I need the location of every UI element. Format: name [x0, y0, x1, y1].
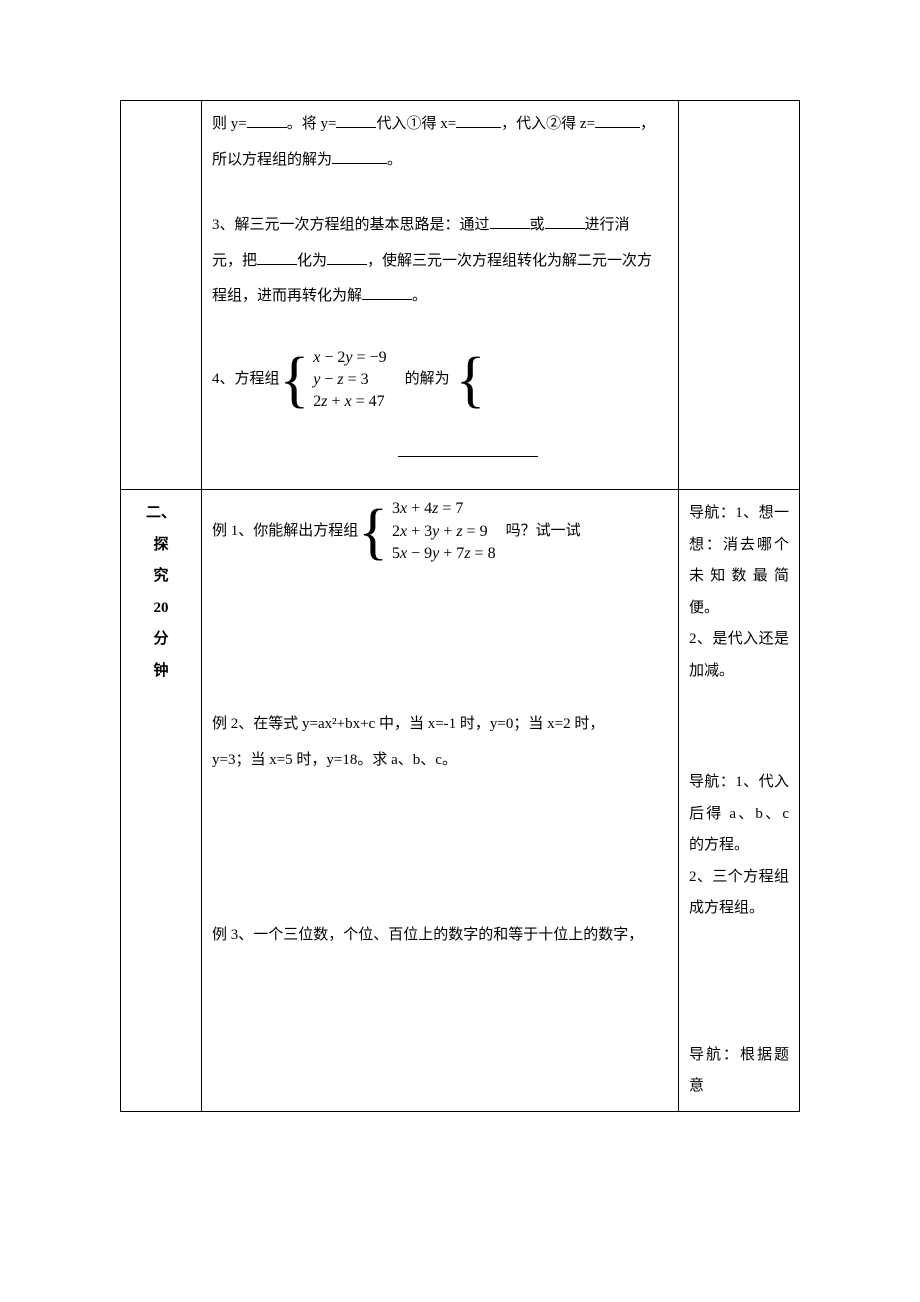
text: 的解为	[405, 364, 450, 396]
equation: y − z = 3	[313, 369, 386, 391]
spacer	[212, 317, 668, 347]
spacer	[212, 569, 668, 709]
solution-brace: {	[456, 347, 498, 414]
text: ，	[640, 116, 655, 132]
text: 4、方程组	[212, 364, 280, 396]
paragraph-q3: 3、解三元一次方程组的基本思路是：通过 或 进行消	[212, 210, 668, 242]
blank	[456, 112, 501, 128]
guide-cell-1	[679, 101, 800, 490]
example-2-line1: 例 2、在等式 y=ax²+bx+c 中，当 x=-1 时，y=0；当 x=2 …	[212, 709, 668, 741]
blank	[247, 112, 287, 128]
guide-2: 导航：1、代入后得 a、b、c 的方程。	[689, 767, 789, 862]
equation: 3x + 4z = 7	[392, 498, 496, 520]
text: 程组，进而再转化为解	[212, 288, 362, 304]
example-3-line1: 例 3、一个三位数，个位、百位上的数字的和等于十位上的数字，	[212, 920, 668, 952]
label-line: 二、	[131, 498, 191, 530]
paragraph-then: 则 y= 。将 y= 代入①得 x= ，代入②得 z= ，	[212, 109, 668, 141]
page: 则 y=。将 y=代入①得 x=，代入②得 z=， 所以方程组的解为。 3、解三…	[0, 0, 920, 1302]
text: 代入①得 x=	[376, 116, 456, 132]
equation-system-1: { x − 2y = −9 y − z = 3 2z + x = 47	[280, 347, 391, 414]
answer-underline	[212, 438, 668, 470]
blank	[398, 441, 538, 457]
label-line: 分	[131, 624, 191, 656]
equation: 2z + x = 47	[313, 391, 386, 413]
text: ，代入②得 z=	[501, 116, 595, 132]
text: 3、解三元一次方程组的基本思路是：通过	[212, 217, 490, 233]
label-line: 究	[131, 561, 191, 593]
text: 所以方程组的解为	[212, 152, 332, 168]
table-row: 二、 探 究 20 分 钟 例 1、你能解出方程组 { 3x + 4z = 7 …	[121, 490, 800, 1112]
blank	[545, 213, 585, 229]
left-brace-icon: {	[358, 501, 388, 563]
blank	[257, 249, 297, 265]
spacer	[689, 925, 789, 1040]
content-cell-1: 则 y=。将 y=代入①得 x=，代入②得 z=， 所以方程组的解为。 3、解三…	[202, 101, 679, 490]
blank	[595, 112, 640, 128]
guide-3: 导航：根据题意	[689, 1040, 789, 1103]
label-line: 探	[131, 530, 191, 562]
spacer	[212, 469, 668, 481]
paragraph-q4: 4、方程组 { x − 2y = −9 y − z = 3 2z + x = 4…	[212, 347, 668, 414]
blank	[332, 148, 387, 164]
label-line: 钟	[131, 656, 191, 688]
equation-lines: x − 2y = −9 y − z = 3 2z + x = 47	[309, 347, 390, 414]
guide-2b: 2、三个方程组成方程组。	[689, 862, 789, 925]
content-cell-2: 例 1、你能解出方程组 { 3x + 4z = 7 2x + 3y + z = …	[202, 490, 679, 1112]
paragraph-q3b: 元，把 化为 ，使解三元一次方程组转化为解二元一次方	[212, 246, 668, 278]
text: ，使解三元一次方程组转化为解二元一次方	[367, 253, 652, 269]
document-table: 则 y=。将 y=代入①得 x=，代入②得 z=， 所以方程组的解为。 3、解三…	[120, 100, 800, 1112]
equation-lines: 3x + 4z = 7 2x + 3y + z = 9 5x − 9y + 7z…	[388, 498, 500, 565]
equation: 2x + 3y + z = 9	[392, 521, 496, 543]
equation: x − 2y = −9	[313, 347, 386, 369]
blank	[490, 213, 530, 229]
guide-1: 导航：1、想一想：消去哪个未知数最简便。	[689, 498, 789, 624]
spacer	[212, 418, 668, 438]
left-brace-icon: {	[456, 349, 486, 411]
guide-1b: 2、是代入还是加减。	[689, 624, 789, 687]
blank	[336, 112, 376, 128]
guide-cell-2: 导航：1、想一想：消去哪个未知数最简便。 2、是代入还是加减。 导航：1、代入后…	[679, 490, 800, 1112]
section-label-cell-2: 二、 探 究 20 分 钟	[121, 490, 202, 1112]
section-label-cell-1	[121, 101, 202, 490]
table-row: 则 y=。将 y=代入①得 x=，代入②得 z=， 所以方程组的解为。 3、解三…	[121, 101, 800, 490]
text: 。	[412, 288, 427, 304]
spacer	[212, 180, 668, 210]
text: 进行消	[585, 217, 630, 233]
left-brace-icon: {	[280, 349, 310, 411]
text: 或	[530, 217, 545, 233]
equation-system-2: { 3x + 4z = 7 2x + 3y + z = 9 5x − 9y + …	[358, 498, 499, 565]
text: 吗？试一试	[506, 521, 581, 542]
blank	[362, 284, 412, 300]
spacer	[689, 687, 789, 767]
label-line: 20	[131, 593, 191, 625]
paragraph-q3c: 程组，进而再转化为解 。	[212, 281, 668, 313]
text: 元，把	[212, 253, 257, 269]
spacer	[212, 780, 668, 920]
text: 。将 y=	[287, 116, 337, 132]
equation-lines	[485, 347, 497, 414]
paragraph-so: 所以方程组的解为 。	[212, 145, 668, 177]
blank	[327, 249, 367, 265]
equation: 5x − 9y + 7z = 8	[392, 543, 496, 565]
example-1: 例 1、你能解出方程组 { 3x + 4z = 7 2x + 3y + z = …	[212, 498, 668, 565]
text: 。	[387, 152, 402, 168]
text: 例 1、你能解出方程组	[212, 521, 358, 542]
text: 化为	[297, 253, 327, 269]
example-2-line2: y=3；当 x=5 时，y=18。求 a、b、c。	[212, 745, 668, 777]
text: 则 y=	[212, 116, 247, 132]
